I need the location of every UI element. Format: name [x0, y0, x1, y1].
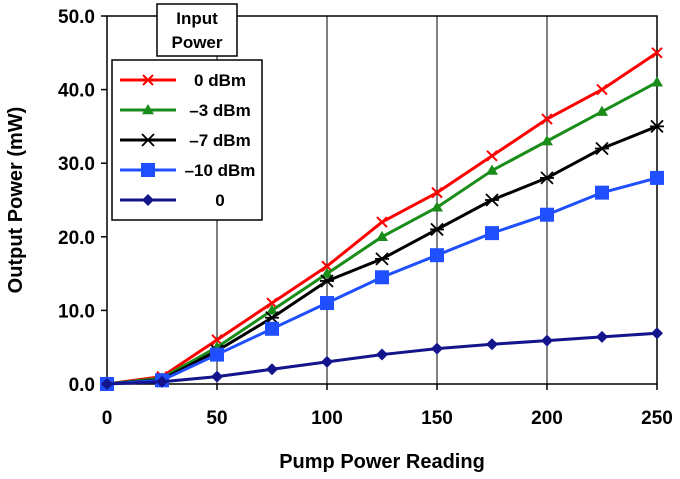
data-point [320, 274, 334, 288]
data-point [320, 296, 334, 311]
legend-label: 0 [215, 191, 224, 210]
data-point [431, 201, 443, 212]
x-tick-label: 150 [421, 408, 453, 429]
legend-marker [141, 133, 155, 147]
y-axis-ticks: 0.0 10.0 20.0 30.0 40.0 50.0 [58, 7, 107, 396]
x-axis-title: Pump Power Reading [279, 451, 485, 473]
data-point [375, 252, 389, 266]
data-point [540, 207, 554, 222]
y-axis-title: Output Power (mW) [5, 107, 27, 294]
data-point [651, 327, 663, 340]
data-point [541, 334, 553, 347]
legend-item: 0 dBm [120, 71, 246, 90]
legend-label: –7 dBm [189, 131, 250, 150]
data-point [486, 150, 498, 162]
data-point [651, 47, 663, 59]
series-layer [100, 47, 664, 391]
data-point [596, 105, 608, 116]
y-tick-label: 10.0 [58, 301, 95, 322]
data-point [595, 185, 609, 200]
data-point [430, 222, 444, 237]
data-point [376, 216, 388, 228]
y-tick-label: 30.0 [58, 154, 95, 175]
series-4 [101, 327, 663, 390]
data-point [541, 135, 553, 146]
y-tick-label: 20.0 [58, 228, 95, 249]
legend-label: –3 dBm [189, 101, 250, 120]
data-point [265, 321, 279, 336]
data-point [266, 363, 278, 376]
legend-marker [141, 163, 155, 177]
x-axis-ticks: 0 50 100 150 200 250 [102, 384, 673, 429]
series-0 [101, 47, 663, 390]
legend-title-box [156, 3, 238, 57]
legend-item: 0 [120, 191, 225, 210]
x-tick-label: 100 [311, 408, 343, 429]
legend-title-line: Power [171, 33, 222, 52]
data-point [651, 76, 663, 87]
legend-marker [142, 74, 154, 86]
data-point [485, 226, 499, 241]
data-point [321, 355, 333, 368]
x-tick-label: 250 [641, 408, 673, 429]
data-point [266, 304, 278, 315]
series-1 [101, 76, 663, 389]
legend-marker [142, 194, 154, 206]
legend-title-line: Input [176, 9, 218, 28]
data-point [376, 348, 388, 361]
data-point [541, 113, 553, 125]
data-point [265, 311, 279, 325]
data-point [650, 119, 664, 134]
data-point [321, 267, 333, 278]
data-point [650, 170, 664, 185]
y-tick-label: 40.0 [58, 81, 95, 102]
x-tick-label: 50 [206, 408, 227, 429]
data-point [431, 186, 443, 199]
legend-label: –10 dBm [185, 161, 256, 180]
legend: Input Power 0 dBm –3 dBm –7 dBm –10 dBm 0 [111, 3, 263, 221]
y-tick-label: 50.0 [58, 7, 95, 28]
x-tick-label: 200 [531, 408, 563, 429]
plot-frame [106, 15, 658, 385]
data-point [431, 342, 443, 355]
data-point [485, 193, 499, 207]
data-point [376, 230, 388, 241]
legend-item: –3 dBm [120, 101, 251, 120]
data-point [595, 141, 609, 156]
data-point [596, 330, 608, 343]
data-point [430, 248, 444, 263]
data-point [210, 347, 224, 362]
data-point [375, 270, 389, 285]
data-point [156, 375, 168, 388]
data-point [486, 164, 498, 175]
data-point [596, 83, 608, 96]
legend-item: –7 dBm [120, 131, 251, 150]
y-tick-label: 0.0 [69, 375, 95, 396]
legend-marker [142, 104, 154, 115]
data-point [211, 370, 223, 383]
data-point [486, 338, 498, 351]
legend-label: 0 dBm [194, 71, 246, 90]
legend-item: –10 dBm [120, 161, 255, 180]
x-tick-label: 0 [102, 408, 113, 429]
data-point [540, 171, 554, 185]
data-point [101, 378, 113, 390]
